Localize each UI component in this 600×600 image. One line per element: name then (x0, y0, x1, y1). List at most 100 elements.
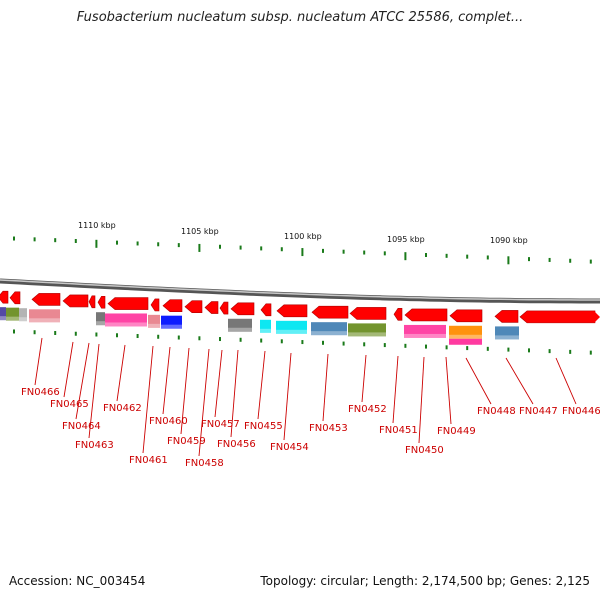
leader-line (445, 356, 452, 425)
gene-arrow[interactable] (0, 290, 9, 304)
scale-tick (363, 342, 366, 347)
scale-tick (116, 333, 118, 338)
scale-tick (33, 237, 36, 242)
scale-tick (404, 252, 407, 261)
leader-line (230, 349, 239, 438)
scale-tick (198, 243, 201, 252)
gene-arrow[interactable] (349, 307, 387, 320)
scale-tick (54, 330, 57, 335)
gene-arrow[interactable] (62, 294, 89, 308)
leader-line (75, 342, 90, 420)
gene-label[interactable]: FN0460 (149, 416, 188, 427)
scale-ticks-bottom (13, 329, 592, 355)
gene-label[interactable]: FN0454 (270, 442, 309, 453)
gene-arrow[interactable] (594, 310, 600, 323)
gene-arrow[interactable] (311, 305, 349, 319)
gene-arrow[interactable] (88, 295, 96, 309)
gene-label[interactable]: FN0463 (75, 440, 114, 451)
gene-label[interactable]: FN0462 (103, 403, 142, 414)
scale-tick (13, 236, 15, 241)
scale-tick (136, 241, 139, 246)
leader-line (392, 355, 399, 424)
cog-box (311, 322, 347, 336)
scale-tick (342, 249, 345, 254)
cog-box (449, 338, 482, 345)
gene-label[interactable]: FN0464 (62, 421, 101, 432)
scale-tick (239, 245, 242, 250)
scale-tick (13, 329, 15, 334)
gene-arrow[interactable] (276, 304, 308, 318)
scale-tick (322, 248, 324, 253)
leader-line (322, 353, 329, 422)
scale-ticks-top (13, 236, 592, 265)
scale-tick (74, 331, 77, 336)
cog-box (404, 324, 446, 338)
gene-arrow[interactable] (494, 310, 519, 323)
gene-label[interactable]: FN0446 (562, 406, 600, 417)
scale-tick (177, 335, 180, 340)
gene-arrow[interactable] (404, 308, 448, 322)
genome-stats-text: Topology: circular; Length: 2,174,500 bp… (260, 574, 590, 588)
scale-tick (280, 339, 283, 344)
gene-arrow[interactable] (393, 307, 403, 321)
scale-tick (528, 348, 530, 353)
leader-line (361, 354, 367, 403)
leader-line (465, 357, 492, 405)
gene-label[interactable]: FN0457 (201, 419, 240, 430)
gene-arrow[interactable] (519, 310, 596, 324)
scale-tick (322, 340, 324, 345)
gene-label[interactable]: FN0447 (519, 406, 558, 417)
scale-tick (507, 347, 510, 352)
scale-tick (219, 337, 221, 342)
gene-label[interactable]: FN0465 (50, 399, 89, 410)
scale-tick (116, 240, 118, 245)
scale-tick (177, 243, 180, 248)
gene-label[interactable]: FN0449 (437, 426, 476, 437)
gene-label[interactable]: FN0461 (129, 455, 168, 466)
gene-label[interactable]: FN0448 (477, 406, 516, 417)
gene-arrow[interactable] (150, 298, 160, 312)
gene-arrow[interactable] (184, 300, 203, 314)
gene-arrow[interactable] (204, 301, 219, 314)
gene-arrow[interactable] (9, 291, 21, 305)
gene-label[interactable]: FN0455 (244, 421, 283, 432)
leader-line (116, 344, 126, 402)
gene-label[interactable]: FN0466 (21, 387, 60, 398)
scale-tick (74, 238, 77, 243)
gene-label[interactable]: FN0459 (167, 436, 206, 447)
scale-tick (198, 336, 201, 341)
leader-line (555, 357, 577, 405)
cog-box (260, 319, 271, 333)
scale-tick (466, 346, 469, 351)
cog-box (228, 318, 252, 332)
scale-tick (383, 251, 386, 256)
gene-label[interactable]: FN0452 (348, 404, 387, 415)
leader-line (505, 357, 534, 405)
gene-label[interactable]: FN0450 (405, 445, 444, 456)
gene-arrow[interactable] (107, 297, 149, 310)
gene-label[interactable]: FN0458 (185, 458, 224, 469)
cog-box (276, 320, 307, 334)
gene-arrow[interactable] (162, 299, 183, 313)
gene-arrow[interactable] (97, 295, 106, 309)
leader-line (180, 347, 190, 435)
gene-arrow[interactable] (219, 301, 229, 315)
scale-tick (239, 337, 242, 342)
gene-arrow[interactable] (31, 293, 61, 306)
scale-label: 1095 kbp (387, 235, 425, 244)
gene-label[interactable]: FN0456 (217, 439, 256, 450)
gene-label[interactable]: FN0451 (379, 425, 418, 436)
scale-tick (136, 334, 139, 339)
cog-box (96, 312, 105, 326)
scale-tick (589, 259, 592, 264)
gene-arrow[interactable] (260, 303, 272, 317)
cog-box (495, 326, 519, 340)
gene-arrows[interactable] (0, 290, 600, 324)
accession-text: Accession: NC_003454 (9, 574, 146, 588)
gene-arrow[interactable] (449, 309, 483, 323)
gene-label[interactable]: FN0453 (309, 423, 348, 434)
gene-arrow[interactable] (230, 302, 255, 316)
scale-tick (486, 255, 489, 260)
scale-tick (466, 254, 469, 259)
